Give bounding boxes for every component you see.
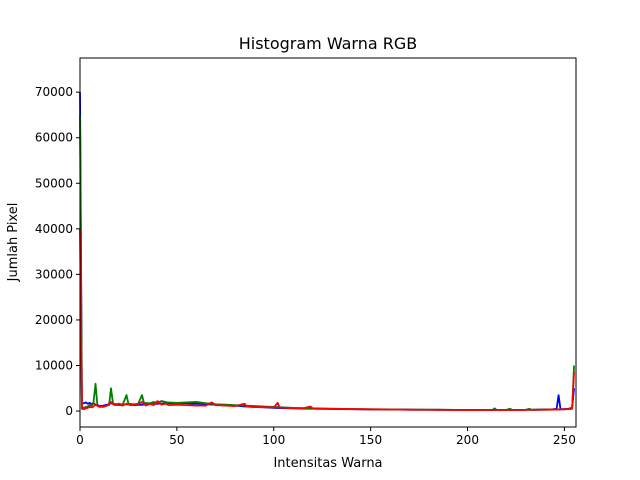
series-line-3 <box>79 228 575 411</box>
y-tick-label: 20000 <box>35 313 73 327</box>
x-tick-label: 150 <box>359 433 382 447</box>
series-layer <box>79 92 575 411</box>
series-line-1 <box>79 92 575 411</box>
x-tick-label: 100 <box>262 433 285 447</box>
y-axis-ticks: 0 10000 20000 30000 40000 50000 60000 70000 <box>35 85 80 418</box>
y-tick-label: 0 <box>65 404 73 418</box>
x-tick-label: 200 <box>456 433 479 447</box>
series-line-2 <box>79 114 575 411</box>
y-tick-label: 50000 <box>35 176 73 190</box>
y-tick-label: 40000 <box>35 222 73 236</box>
plot-area-frame <box>79 57 577 428</box>
x-tick-label: 0 <box>76 433 84 447</box>
y-tick-label: 10000 <box>35 359 73 373</box>
y-axis-label: Jumlah Pixel <box>6 203 21 283</box>
x-tick-label: 250 <box>553 433 576 447</box>
x-tick-label: 50 <box>169 433 184 447</box>
x-axis-ticks: 0 50 100 150 200 250 <box>76 427 576 447</box>
chart-title: Histogram Warna RGB <box>239 34 418 53</box>
y-tick-label: 70000 <box>35 85 73 99</box>
y-tick-label: 60000 <box>35 131 73 145</box>
y-tick-label: 30000 <box>35 267 73 281</box>
x-axis-label: Intensitas Warna <box>273 456 382 471</box>
